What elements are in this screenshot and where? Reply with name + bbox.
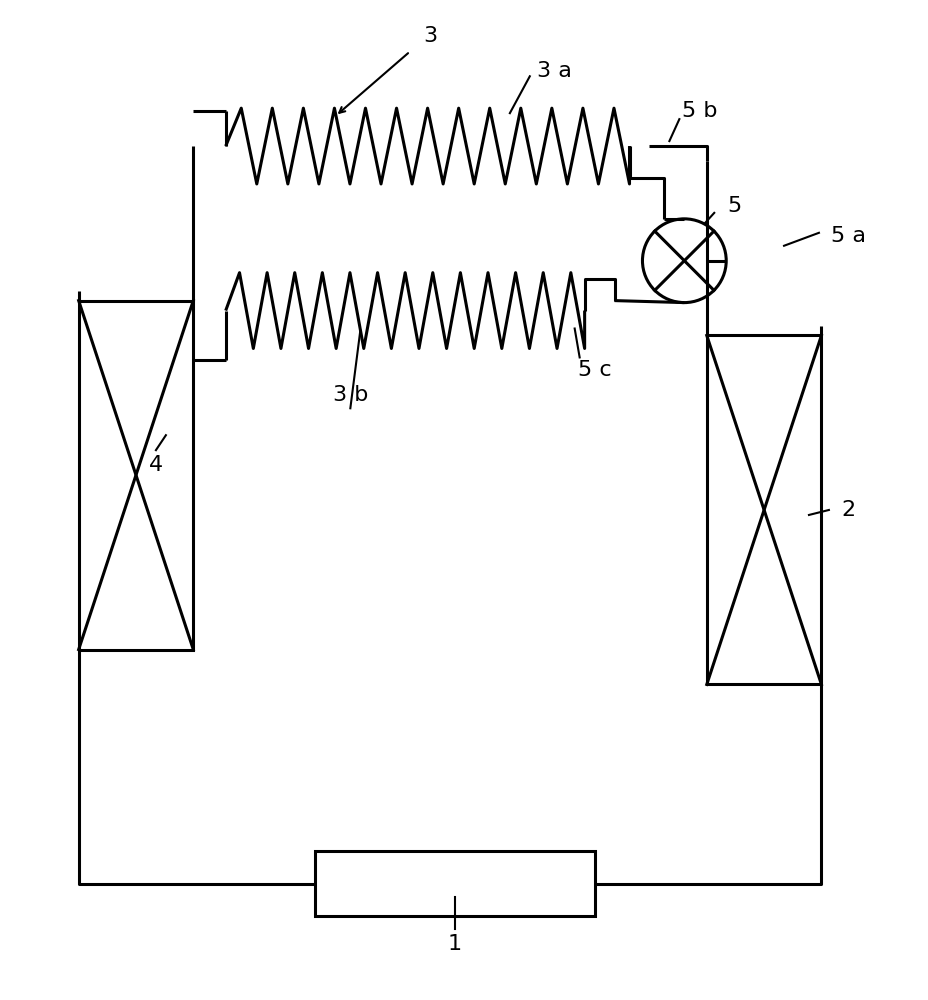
Text: 5 b: 5 b — [681, 101, 716, 121]
Text: 1: 1 — [447, 934, 461, 954]
Text: 4: 4 — [148, 455, 162, 475]
Text: 5 c: 5 c — [577, 360, 611, 380]
Text: 2: 2 — [841, 500, 855, 520]
Text: 5: 5 — [727, 196, 741, 216]
Polygon shape — [316, 851, 594, 916]
Text: 5 a: 5 a — [831, 226, 866, 246]
Text: 3 a: 3 a — [536, 61, 572, 81]
Text: 3 b: 3 b — [332, 385, 367, 405]
Text: 3: 3 — [422, 26, 437, 46]
